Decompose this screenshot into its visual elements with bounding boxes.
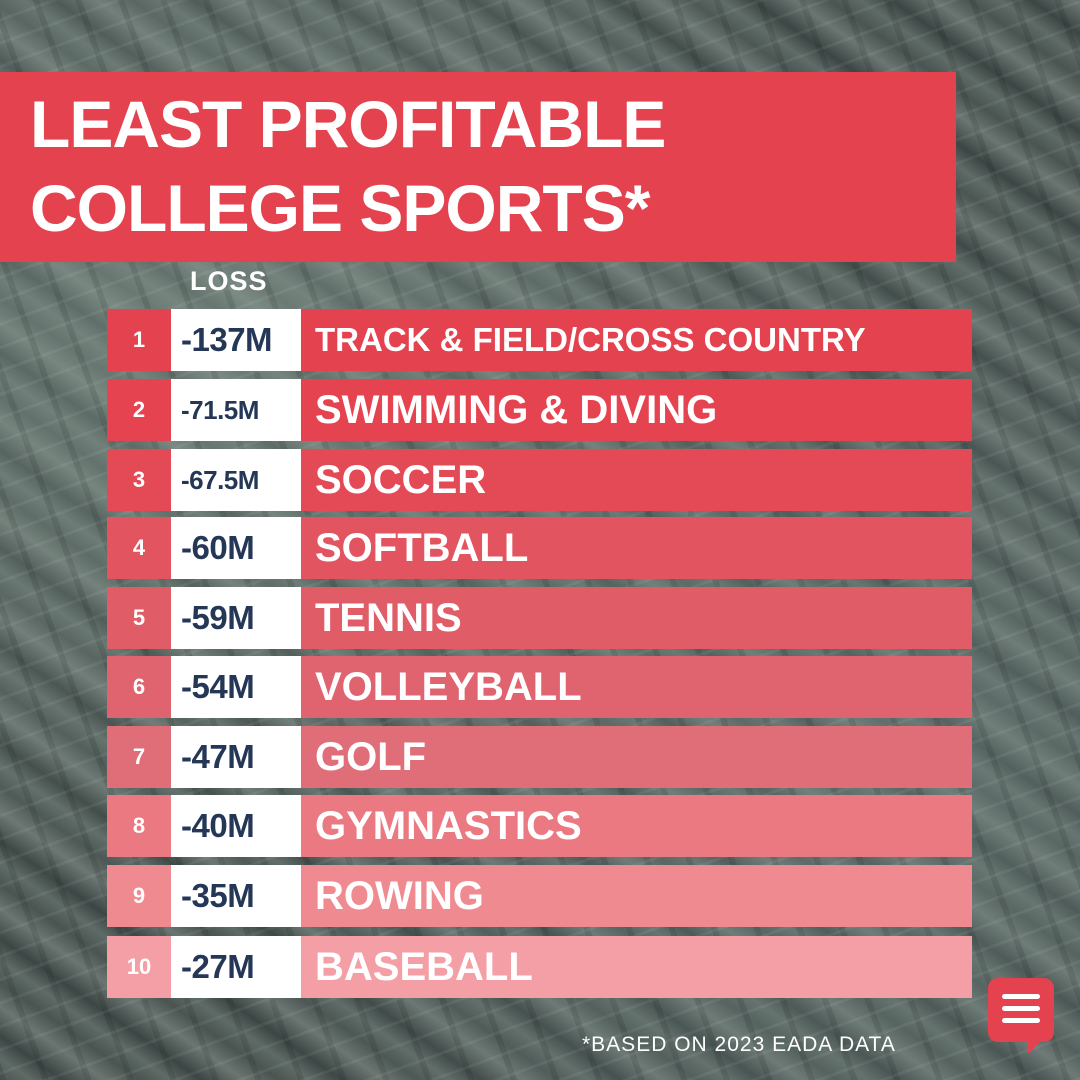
chat-bubble-icon[interactable]	[988, 978, 1054, 1054]
sport-name: GOLF	[315, 734, 427, 779]
loss-value: -47M	[171, 726, 301, 788]
ranking-row: 1 -137M TRACK & FIELD/CROSS COUNTRY	[107, 309, 972, 371]
title-banner: LEAST PROFITABLE COLLEGE SPORTS*	[0, 72, 956, 262]
rank-number: 6	[132, 674, 146, 699]
loss-value: -27M	[171, 936, 301, 998]
ranking-row: 2 -71.5M SWIMMING & DIVING	[107, 379, 972, 441]
ranking-row: 10 -27M BASEBALL	[107, 936, 972, 998]
rank-number: 8	[132, 813, 146, 838]
sport-name: TENNIS	[315, 595, 462, 640]
title-line-2: COLLEGE SPORTS*	[30, 171, 650, 245]
sport-name: VOLLEYBALL	[315, 664, 582, 709]
sport-name: TRACK & FIELD/CROSS COUNTRY	[315, 321, 866, 358]
rank-number: 4	[132, 535, 146, 560]
rank-number: 9	[132, 883, 146, 908]
rank-number: 5	[132, 605, 146, 630]
sport-name: SOFTBALL	[315, 525, 529, 570]
loss-value: -137M	[171, 309, 301, 371]
rank-number: 7	[132, 744, 146, 769]
ranking-row: 4 -60M SOFTBALL	[107, 517, 972, 579]
ranking-row: 9 -35M ROWING	[107, 865, 972, 927]
sport-name: GYMNASTICS	[315, 803, 582, 848]
loss-value: -60M	[171, 517, 301, 579]
loss-value: -54M	[171, 656, 301, 718]
sport-name: SWIMMING & DIVING	[315, 387, 718, 432]
rank-number: 1	[132, 327, 146, 352]
sport-name: SOCCER	[315, 457, 487, 502]
sport-name: BASEBALL	[315, 944, 533, 989]
rank-number: 3	[132, 467, 146, 492]
loss-value: -40M	[171, 795, 301, 857]
ranking-row: 7 -47M GOLF	[107, 726, 972, 788]
loss-column-header: LOSS	[190, 266, 268, 296]
loss-value: -59M	[171, 587, 301, 649]
loss-value: -71.5M	[171, 379, 301, 441]
ranking-row: 5 -59M TENNIS	[107, 587, 972, 649]
title-line-1: LEAST PROFITABLE	[30, 87, 666, 161]
rank-number: 2	[132, 397, 146, 422]
ranking-row: 8 -40M GYMNASTICS	[107, 795, 972, 857]
ranking-row: 6 -54M VOLLEYBALL	[107, 656, 972, 718]
sport-name: ROWING	[315, 873, 484, 918]
loss-value: -35M	[171, 865, 301, 927]
rank-number: 10	[126, 954, 152, 979]
ranking-row: 3 -67.5M SOCCER	[107, 449, 972, 511]
footnote: *BASED ON 2023 EADA DATA	[582, 1033, 896, 1056]
loss-value: -67.5M	[171, 449, 301, 511]
